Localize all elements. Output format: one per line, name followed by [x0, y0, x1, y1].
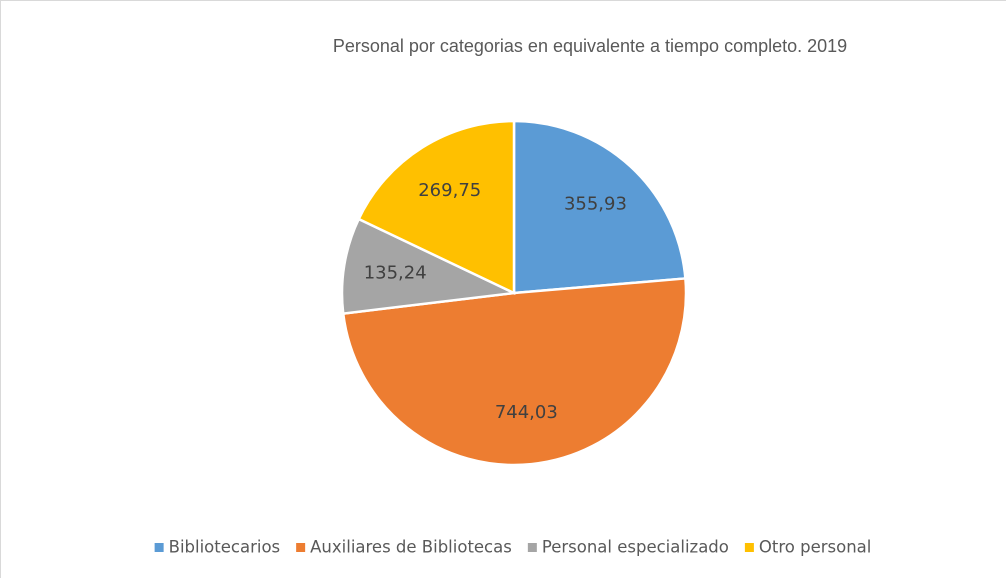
legend: Bibliotecarios Auxiliares de Bibliotecas P… — [154, 538, 871, 557]
legend-label: Personal especializado — [542, 538, 729, 557]
pie-slice — [341, 277, 688, 467]
legend-label: Auxiliares de Bibliotecas — [310, 538, 512, 557]
data-label: 269,75 — [418, 180, 481, 201]
legend-swatch — [154, 543, 164, 552]
pie-slice — [340, 217, 519, 315]
legend-swatch — [527, 543, 537, 552]
data-label: 744,03 — [495, 402, 558, 423]
data-label: 135,24 — [364, 263, 427, 284]
legend-label: Otro personal — [759, 538, 871, 557]
chart-title: Personal por categorias en equivalente a… — [333, 36, 847, 56]
legend-label: Bibliotecarios — [169, 538, 281, 557]
legend-swatch — [744, 543, 754, 552]
pie-slice — [357, 119, 516, 295]
data-label: 355,93 — [564, 193, 627, 214]
pie-slice — [512, 119, 687, 295]
legend-swatch — [296, 543, 306, 552]
